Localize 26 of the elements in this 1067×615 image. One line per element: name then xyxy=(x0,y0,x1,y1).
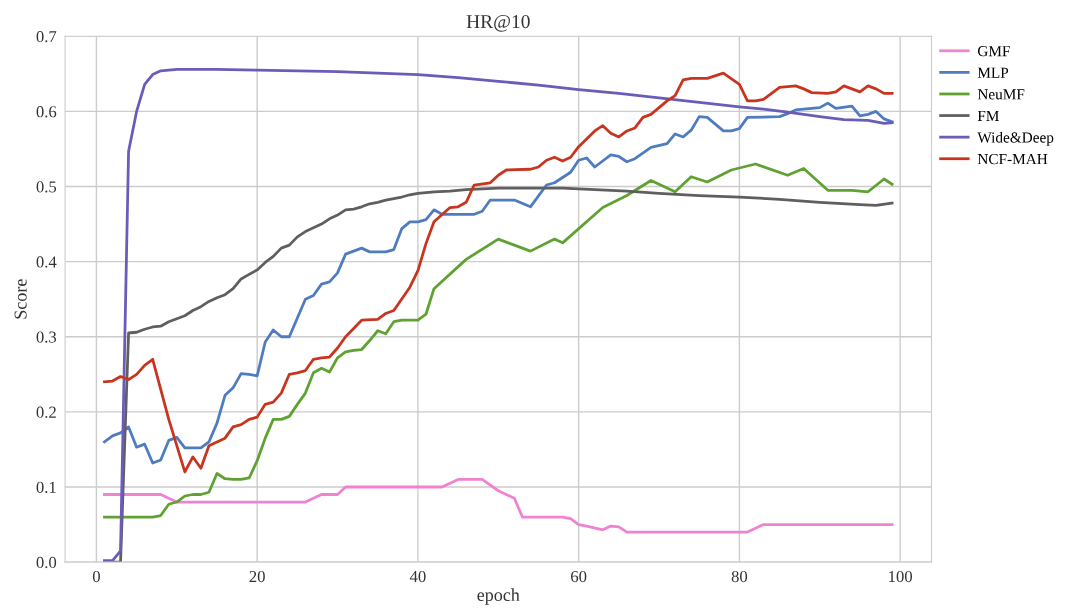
y-tick-label: 0.3 xyxy=(36,331,57,343)
y-tick-label: 0.2 xyxy=(36,406,56,418)
line-series xyxy=(103,478,894,534)
line-series xyxy=(103,67,894,562)
x-tick-label: 80 xyxy=(731,570,748,583)
legend-label: NCF-MAH xyxy=(977,153,1048,165)
x-tick-label: 20 xyxy=(249,570,265,583)
y-tick-label: 0.7 xyxy=(36,30,57,43)
legend-label: FM xyxy=(977,110,999,121)
y-tick-label: 0.6 xyxy=(36,106,57,118)
x-tick-label: 0 xyxy=(92,570,100,583)
x-tick-label: 60 xyxy=(571,570,587,583)
y-tick-label: 0.5 xyxy=(36,181,57,193)
chart-title: HR@10 xyxy=(466,15,530,32)
legend-label: Wide&Deep xyxy=(977,131,1054,146)
y-axis-title: Score xyxy=(14,279,27,319)
x-tick-label: 100 xyxy=(889,570,913,583)
y-tick-label: 0.1 xyxy=(36,481,56,494)
y-tick-label: 0.4 xyxy=(36,256,57,268)
legend-label: NeuMF xyxy=(977,89,1025,100)
legend-label: MLP xyxy=(977,67,1009,78)
x-tick-label: 40 xyxy=(409,570,426,583)
line-series xyxy=(103,162,894,519)
y-tick-label: 0.0 xyxy=(36,556,57,569)
x-axis-title: epoch xyxy=(477,588,520,605)
legend-label: GMF xyxy=(977,46,1010,57)
